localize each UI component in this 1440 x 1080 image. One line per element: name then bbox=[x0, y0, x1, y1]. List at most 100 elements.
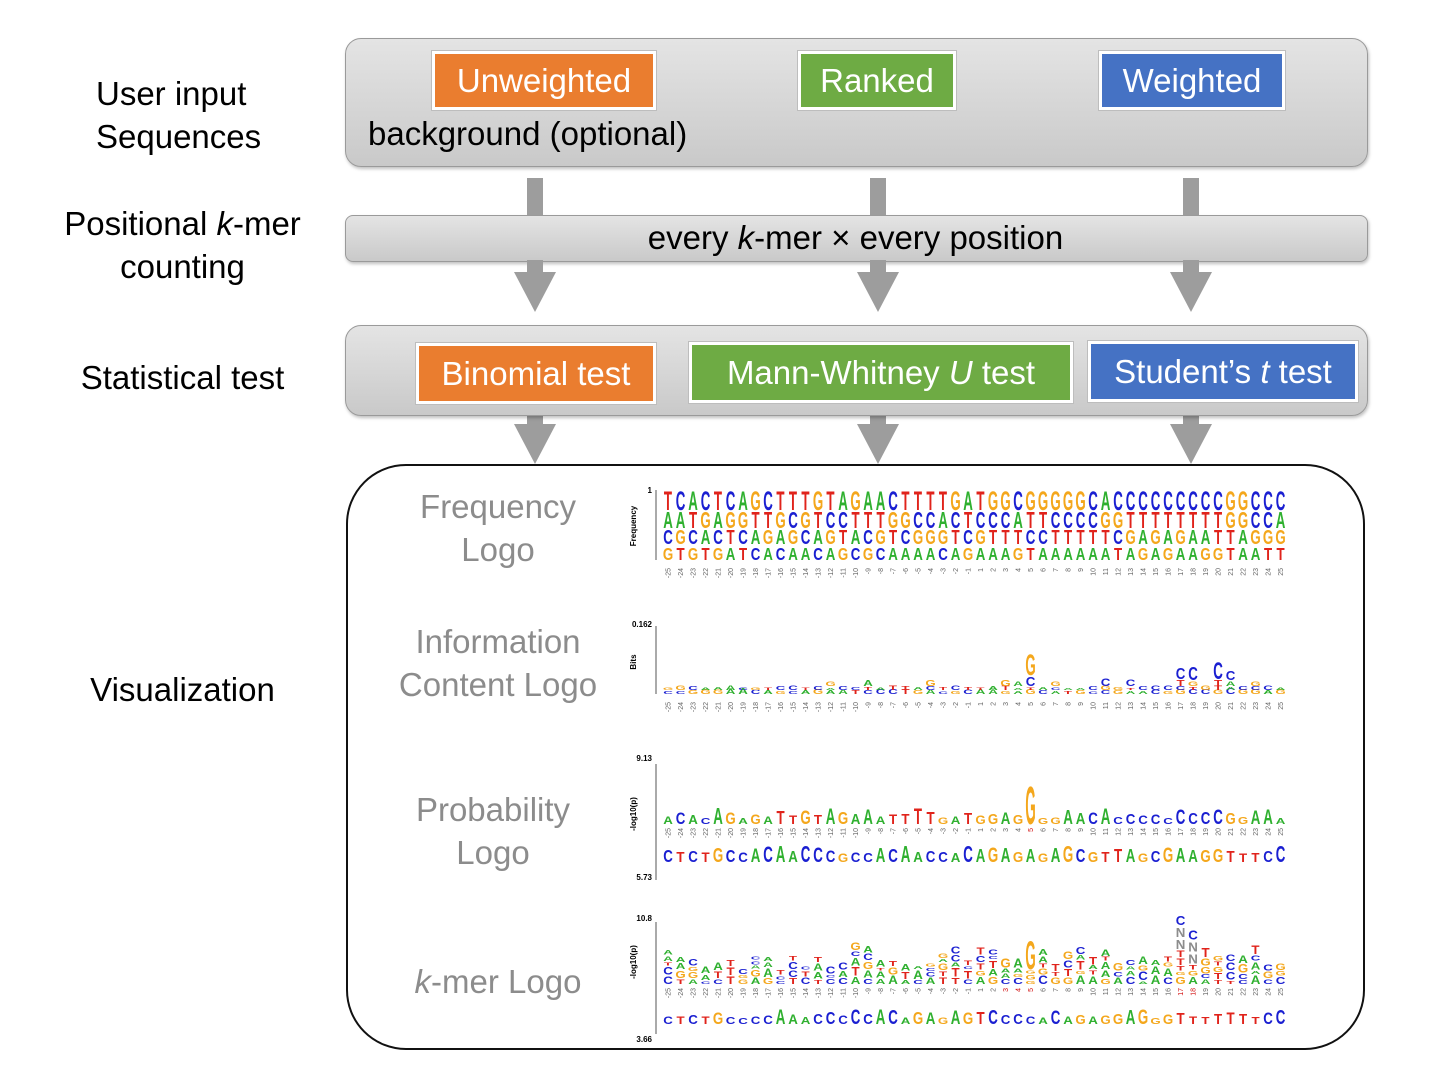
position-tick-label: -1 bbox=[966, 988, 973, 994]
logo-letter: C bbox=[926, 686, 936, 692]
position-tick-label: -19 bbox=[741, 702, 748, 712]
counting-panel bbox=[345, 215, 1368, 262]
logo-letter: C bbox=[688, 685, 698, 691]
logo-letter: C bbox=[1026, 1014, 1036, 1027]
position-tick-label: 22 bbox=[1241, 568, 1248, 576]
position-tick-label: 18 bbox=[1191, 568, 1198, 576]
logo-letter: T bbox=[851, 690, 860, 696]
logo-letter: G bbox=[888, 507, 898, 533]
logo-letter: T bbox=[1214, 685, 1223, 691]
position-tick-label: -1 bbox=[966, 568, 973, 574]
logo-letter: A bbox=[976, 846, 986, 867]
position-tick-label: 6 bbox=[1041, 702, 1048, 706]
logo-letter: A bbox=[801, 1014, 811, 1026]
logo-letter: T bbox=[826, 487, 834, 516]
logo-letter: G bbox=[1075, 1012, 1085, 1027]
position-tick-label: 1 bbox=[978, 702, 985, 706]
logo-letter: T bbox=[901, 686, 910, 692]
logo-letter: T bbox=[789, 956, 798, 962]
position-tick-label: -6 bbox=[903, 988, 910, 994]
logo-letter: G bbox=[738, 507, 748, 533]
logo-letter: A bbox=[1263, 689, 1273, 695]
logo-letter: C bbox=[776, 545, 786, 564]
logo-letter: C bbox=[1001, 1012, 1011, 1027]
logo-letter: G bbox=[1113, 960, 1123, 973]
logo-letter: C bbox=[1088, 686, 1098, 692]
logo-letter: G bbox=[1163, 843, 1173, 867]
logo-letter: C bbox=[926, 849, 936, 866]
position-tick-label: -23 bbox=[691, 988, 698, 998]
counting-text: every k-mer × every position bbox=[647, 219, 1064, 256]
logo-letter: A bbox=[1038, 1017, 1048, 1027]
position-tick-label: -14 bbox=[803, 702, 810, 712]
logo-letter: A bbox=[1013, 968, 1023, 974]
position-tick-label: 14 bbox=[1141, 988, 1148, 996]
logo-letter: G bbox=[825, 680, 835, 688]
logo-letter: A bbox=[1188, 847, 1198, 866]
logo-letter: C bbox=[788, 685, 798, 692]
logo-letter: T bbox=[939, 687, 947, 692]
logo-letter: C bbox=[838, 977, 848, 986]
logo-letter: A bbox=[1226, 686, 1236, 691]
logo-letter: A bbox=[901, 963, 911, 973]
logo-letter: G bbox=[1088, 849, 1098, 866]
position-tick-label: -17 bbox=[766, 568, 773, 578]
logo-letter: A bbox=[1088, 545, 1098, 564]
logo-letter: T bbox=[814, 979, 823, 985]
position-tick-label: -22 bbox=[703, 568, 710, 578]
logo-letter: T bbox=[989, 526, 998, 548]
position-tick-label: 1 bbox=[978, 988, 985, 992]
logo-letter: T bbox=[851, 507, 860, 533]
logo-letter: T bbox=[789, 814, 797, 827]
logo-letter: C bbox=[976, 955, 986, 964]
logo-letter: C bbox=[926, 507, 936, 533]
logo-letter: C bbox=[1226, 954, 1236, 963]
kmer-logo: -log10(p)10.83.66CCTAATGAAAGGCCAACTATTTG… bbox=[629, 913, 1286, 1044]
logo-letter: G bbox=[1113, 507, 1123, 533]
logo-letter: T bbox=[939, 977, 947, 987]
logo-letter: C bbox=[801, 977, 811, 986]
logo-letter: G bbox=[1163, 1012, 1173, 1027]
position-tick-label: 12 bbox=[1116, 828, 1123, 836]
logo-letter: C bbox=[851, 1005, 861, 1029]
logo-letter: A bbox=[938, 507, 948, 533]
logo-letter: C bbox=[1113, 816, 1123, 827]
logo-letter: A bbox=[1251, 806, 1261, 828]
logo-letter: G bbox=[1213, 689, 1223, 696]
logo-letter: A bbox=[1188, 545, 1198, 564]
logo-letter: G bbox=[763, 977, 773, 986]
logo-letter: A bbox=[976, 975, 986, 987]
logo-letter: G bbox=[713, 843, 723, 867]
position-tick-label: 13 bbox=[1128, 988, 1135, 996]
logo-letter: C bbox=[888, 688, 898, 696]
logo-letter: A bbox=[1101, 545, 1111, 564]
logo-letter: A bbox=[1251, 545, 1261, 564]
logo-letter: A bbox=[776, 526, 786, 548]
logo-letter: C bbox=[888, 846, 898, 867]
position-tick-label: -12 bbox=[828, 988, 835, 998]
logo-letter: A bbox=[938, 959, 948, 964]
logo-letter: A bbox=[738, 487, 748, 516]
position-tick-label: 17 bbox=[1178, 702, 1185, 710]
logo-letter: G bbox=[713, 689, 723, 696]
logo-letter: G bbox=[1175, 974, 1185, 986]
arrow-head bbox=[1170, 424, 1212, 464]
logo-letter: C bbox=[676, 810, 686, 829]
logo-letter: A bbox=[1126, 966, 1136, 971]
logo-letter: T bbox=[1239, 852, 1247, 865]
logo-letter: G bbox=[700, 689, 710, 695]
logo-letter: G bbox=[1200, 545, 1210, 564]
position-tick-label: -6 bbox=[903, 568, 910, 574]
logo-letter: G bbox=[1175, 688, 1185, 696]
logo-letter: T bbox=[814, 507, 823, 533]
logo-letter: A bbox=[1138, 691, 1148, 696]
logo-letter: A bbox=[1001, 844, 1011, 866]
position-tick-label: -16 bbox=[778, 828, 785, 838]
logo-letter: T bbox=[751, 507, 760, 533]
logo-letter: G bbox=[1138, 545, 1148, 564]
logo-letter: C bbox=[1226, 960, 1236, 972]
logo-letter: G bbox=[700, 507, 710, 533]
logo-letter: C bbox=[963, 979, 973, 985]
y-axis-top-value: 1 bbox=[648, 486, 653, 495]
